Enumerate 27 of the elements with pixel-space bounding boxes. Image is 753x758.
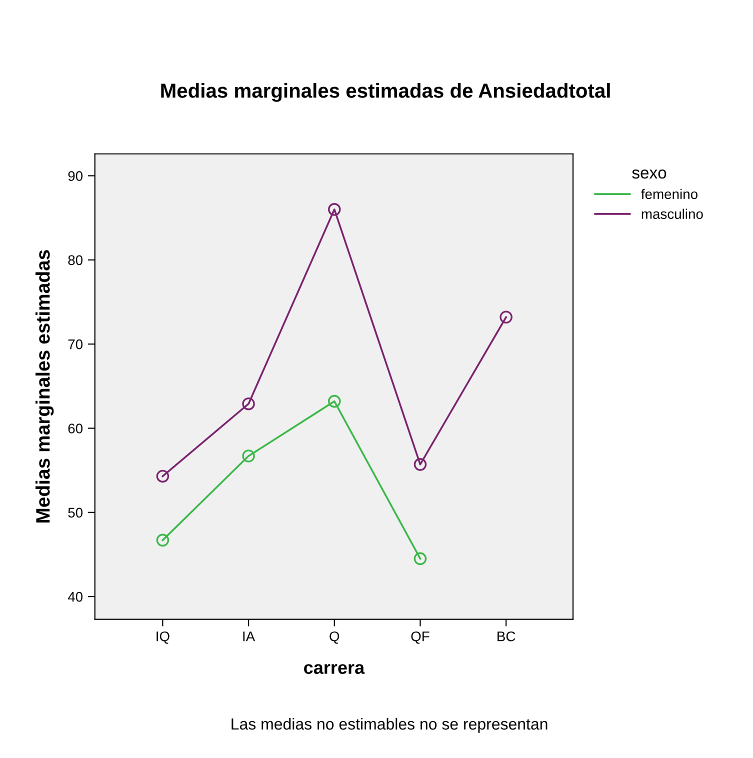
x-tick-label: IA [243, 632, 256, 642]
y-tick-label: 50 [68, 508, 83, 518]
x-tick-label: BC [498, 631, 516, 642]
y-tick-label: 90 [68, 171, 83, 181]
point [242, 450, 255, 462]
x-tick-label: QF [411, 631, 430, 644]
point [156, 470, 170, 483]
y-tick-label: 60 [68, 424, 83, 434]
point [242, 397, 255, 410]
y-tick-label: 80 [68, 255, 83, 266]
x-tick-label: IQ [156, 631, 170, 644]
y-tick-label: 40 [68, 592, 83, 602]
point [500, 310, 512, 324]
legend-label: femenino [641, 188, 698, 200]
text: Las medias no estimables no se representan [232, 718, 548, 733]
point [328, 394, 341, 408]
point [414, 552, 427, 566]
chart-title: Medias marginales estimadas de Ansiedadtotal [161, 83, 610, 102]
point [414, 458, 427, 471]
legend-title: sexo [632, 169, 666, 179]
x-tick-label: Q [330, 631, 340, 644]
legend-label: masculino [642, 208, 703, 219]
point [328, 203, 341, 216]
point [156, 534, 170, 547]
y-tick-label: 70 [68, 339, 83, 350]
x-axis-title: carrera [304, 664, 365, 674]
y-axis-title: Medias marginales estimadas [36, 250, 54, 523]
